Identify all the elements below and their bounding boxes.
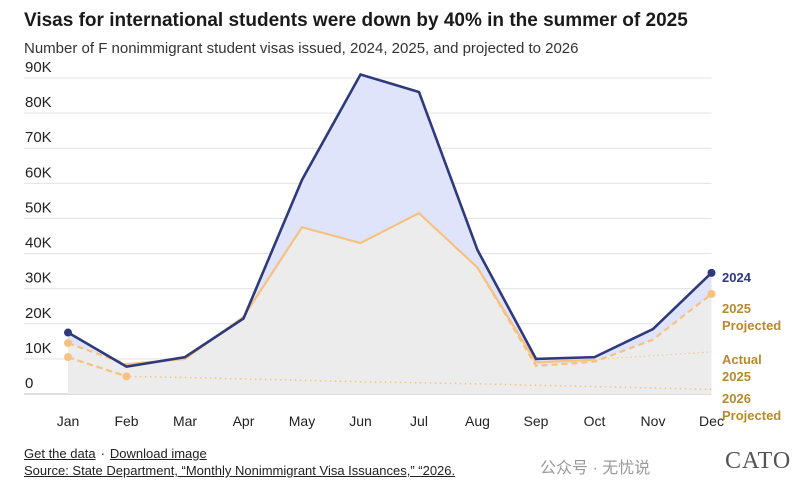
marker-2025-start [64, 339, 72, 348]
x-tick-label: Feb [114, 413, 138, 429]
areas [68, 74, 712, 394]
label-2024: 2024 [722, 270, 752, 285]
area-2025 [68, 213, 712, 394]
y-tick-label: 30K [25, 270, 52, 287]
y-tick-label: 10K [25, 340, 52, 357]
line-2024 [67, 72, 713, 368]
y-tick-label: 50K [25, 199, 52, 216]
y-tick-label: 0 [25, 375, 33, 392]
cato-logo: CATO [725, 448, 792, 474]
x-tick-label: Jul [410, 413, 428, 429]
line-2026-projected-jan-feb [67, 356, 127, 378]
x-axis: Jan Feb Mar Apr May Jun Jul Aug Sep Oct Nov Dec [57, 413, 724, 429]
x-tick-label: May [289, 413, 315, 429]
label-2025-actual: Actual 2025 [722, 352, 762, 384]
download-image-link[interactable]: Download image [109, 446, 207, 461]
line-2025-projected [476, 267, 713, 368]
y-tick-label: 60K [25, 164, 52, 181]
x-tick-label: Jan [57, 413, 80, 429]
series-labels: 2024 2025 Projected Actual 2025 2026 Projected [722, 270, 781, 423]
footer-links: Get the data · Download image [24, 446, 207, 461]
y-tick-label: 40K [25, 235, 52, 252]
line-2026-projected [67, 356, 712, 391]
y-tick-label: 70K [25, 129, 52, 146]
y-tick-label: 20K [25, 305, 52, 322]
marker-2026-feb [122, 372, 131, 381]
x-tick-label: Dec [699, 413, 724, 429]
label-2026-projected: 2026 Projected [722, 391, 781, 423]
y-tick-label: 80K [25, 94, 52, 111]
marker-2025-end [707, 289, 716, 298]
footer-separator: · [100, 446, 105, 461]
x-tick-label: Oct [584, 413, 606, 429]
y-axis: 0 10K 20K 30K 40K 50K 60K 70K 80K 90K [25, 59, 52, 392]
label-2025-projected: 2025 Projected [722, 301, 781, 333]
marker-2024-end [707, 268, 716, 277]
marker-2026-start [64, 353, 72, 362]
y-tick-label: 90K [25, 59, 52, 76]
x-tick-label: Apr [233, 413, 255, 429]
series-lines [64, 72, 716, 391]
marker-2024-start [64, 328, 72, 337]
x-tick-label: Jun [349, 413, 372, 429]
x-tick-label: Aug [465, 413, 490, 429]
get-data-link[interactable]: Get the data [24, 446, 96, 461]
line-area-chart: 0 10K 20K 30K 40K 50K 60K 70K 80K 90K Jan Feb Mar Ap… [24, 59, 781, 429]
x-tick-label: Sep [524, 413, 549, 429]
x-tick-label: Nov [641, 413, 666, 429]
x-tick-label: Mar [173, 413, 197, 429]
chart-subtitle: Number of F nonimmigrant student visas i… [24, 40, 579, 57]
chart-title: Visas for international students were do… [24, 10, 688, 31]
source-link[interactable]: Source: State Department, “Monthly Nonim… [24, 463, 456, 478]
watermark-text: 公众号 · 无忧说 [540, 460, 651, 477]
